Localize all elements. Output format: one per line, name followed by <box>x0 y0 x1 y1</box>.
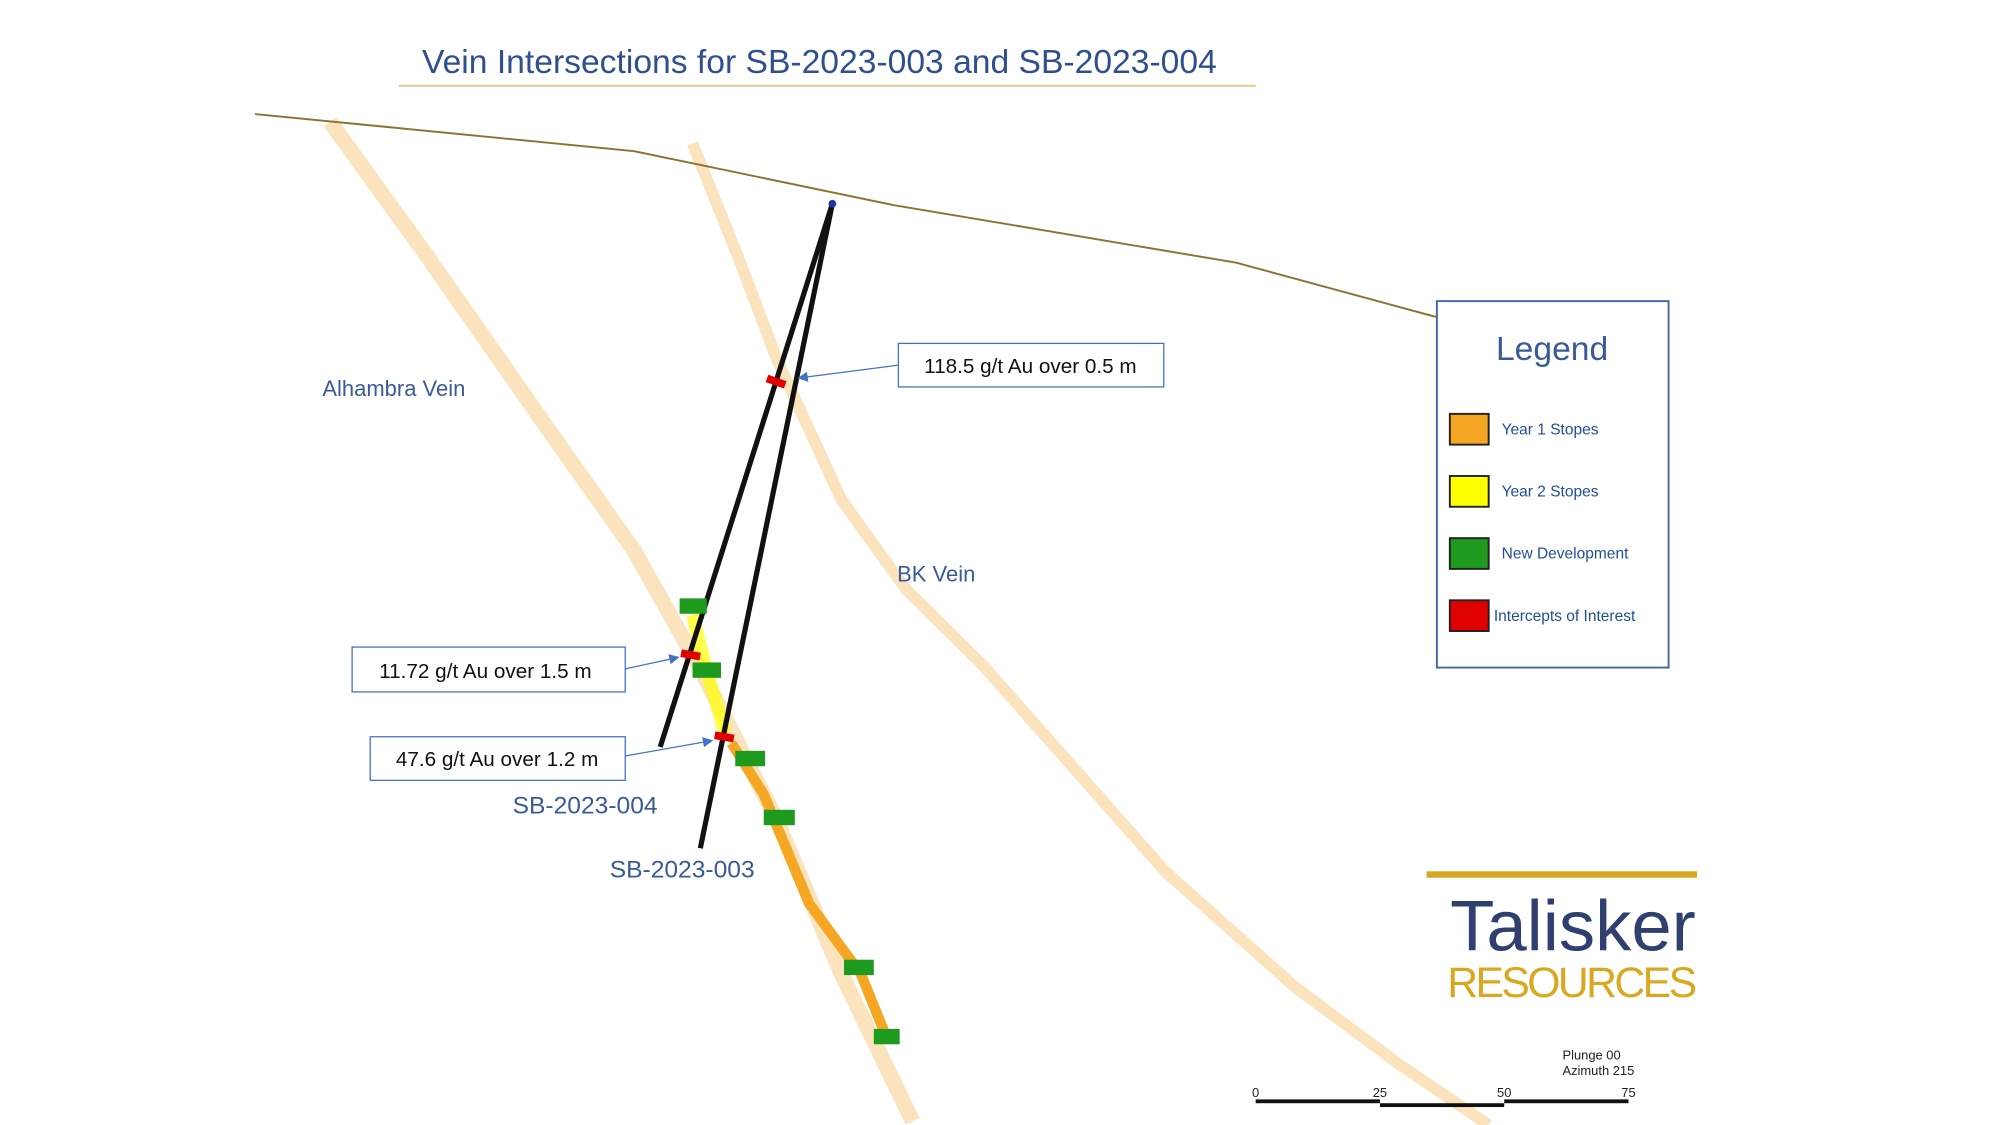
legend-label: Year 1 Stopes <box>1502 421 1599 438</box>
collar <box>828 199 837 208</box>
legend-items: Year 1 Stopes Year 2 Stopes New Developmen… <box>1448 412 1636 633</box>
legend-swatch <box>1448 537 1490 570</box>
plunge: Plunge 00 <box>1562 1048 1620 1063</box>
drill-hole <box>697 203 835 849</box>
logo-sub: RESOURCES <box>1447 960 1697 1007</box>
vein-label: BK Vein <box>897 562 975 587</box>
azimuth: Azimuth 215 <box>1562 1063 1634 1078</box>
callout-box <box>369 736 626 781</box>
callout: 47.6 g/t Au over 1.2 m <box>396 748 599 771</box>
vein-label: Alhambra Vein <box>322 376 465 401</box>
scale-label: 50 <box>1497 1085 1511 1100</box>
scale-segment <box>1379 1103 1505 1108</box>
year1-stope <box>727 740 892 1040</box>
callout-arrow <box>625 737 714 757</box>
scale-bar: 0 25 50 75 <box>1252 1085 1636 1108</box>
scale-segment <box>1504 1099 1629 1104</box>
callout-box <box>351 646 626 693</box>
bk-vein <box>687 141 1492 1125</box>
logo-bar <box>1426 871 1698 878</box>
hole-label: SB-2023-003 <box>610 857 755 884</box>
legend-label: New Development <box>1502 546 1629 563</box>
alhambra-vein <box>323 117 920 1125</box>
intercepts <box>680 374 787 743</box>
scale-label: 25 <box>1373 1085 1387 1100</box>
title: Vein Intersections for SB-2023-003 and S… <box>422 44 1217 81</box>
callout: 118.5 g/t Au over 0.5 m <box>924 355 1137 378</box>
callout-arrow <box>625 654 680 670</box>
scale-label: 75 <box>1621 1085 1635 1100</box>
legend-title: Legend <box>1496 331 1608 368</box>
callout-arrow <box>797 364 899 382</box>
legend-swatch <box>1448 599 1490 633</box>
logo-name: Talisker <box>1450 887 1696 967</box>
topography <box>254 113 1642 321</box>
development <box>679 598 900 1045</box>
hole-label: SB-2023-004 <box>513 793 658 820</box>
scale-segment <box>1255 1099 1380 1104</box>
legend-label: Intercepts of Interest <box>1494 608 1636 625</box>
legend-swatch <box>1448 475 1490 508</box>
scale-label: 0 <box>1252 1085 1259 1100</box>
legend-swatch <box>1448 412 1490 446</box>
callout: 11.72 g/t Au over 1.5 m <box>379 660 592 683</box>
legend-label: Year 2 Stopes <box>1502 484 1599 501</box>
